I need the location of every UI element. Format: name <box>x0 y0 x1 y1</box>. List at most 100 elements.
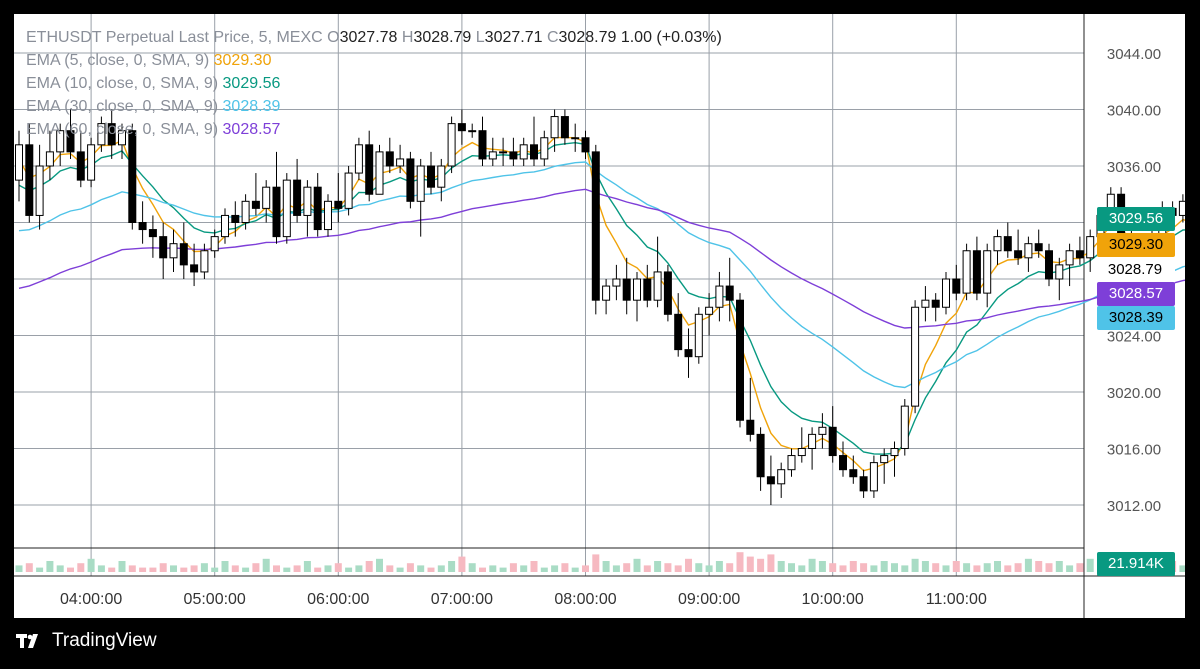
volume-bar <box>437 565 445 572</box>
high-key: H <box>401 29 414 46</box>
candle-up <box>612 278 621 287</box>
candle-up <box>694 313 703 358</box>
volume-bar <box>489 565 497 572</box>
volume-bar <box>808 558 816 572</box>
volume-bar <box>56 565 64 572</box>
brand-name: TradingView <box>52 630 157 651</box>
x-tick-label: 05:00:00 <box>184 591 246 608</box>
volume-bar <box>200 563 208 572</box>
candle-up <box>869 462 878 492</box>
candle-up <box>900 405 909 449</box>
volume-bar <box>911 558 919 572</box>
candle-up <box>993 236 1002 252</box>
volume-bar <box>262 558 270 572</box>
candle-up <box>633 278 641 301</box>
candle-up <box>282 179 291 238</box>
volume-bar <box>345 567 353 572</box>
ema-line-5 <box>18 136 1185 472</box>
candle-up <box>911 306 920 407</box>
ema-5-row[interactable]: EMA (5, close, 0, SMA, 9) 3029.30 <box>26 49 722 72</box>
volume-bar <box>509 563 517 572</box>
candle-up <box>1055 264 1064 280</box>
candle-up <box>787 455 796 471</box>
symbol-label[interactable]: ETHUSDT Perpetual Last Price, 5, MEXC <box>26 29 323 46</box>
candle-down <box>839 455 847 471</box>
candle-up <box>1086 236 1095 259</box>
candle-down <box>365 144 374 195</box>
candle-down <box>478 130 487 160</box>
chart-panel[interactable]: 04:00:00 05:00:00 06:00:00 07:00:00 08:00:00… <box>14 14 1185 618</box>
volume-bar <box>726 563 734 572</box>
ema-60-row[interactable]: EMA (60, close, 0, SMA, 9) 3028.57 <box>26 118 722 141</box>
price-chart[interactable]: 04:00:00 05:00:00 06:00:00 07:00:00 08:00:00… <box>14 14 1185 618</box>
volume-bar <box>520 565 528 572</box>
candle-down <box>674 313 683 351</box>
volume-bar <box>1086 558 1094 572</box>
candle-down <box>972 250 981 294</box>
volume-bar <box>1179 565 1185 572</box>
candle-up <box>35 165 44 216</box>
candle-down <box>76 151 85 181</box>
candle-up <box>324 200 332 231</box>
brand[interactable]: TradingView <box>16 630 157 652</box>
candle-up <box>118 130 126 146</box>
candle-up <box>715 285 724 308</box>
volume-bar <box>849 561 857 572</box>
candle-up <box>571 137 580 140</box>
x-tick-label: 06:00:00 <box>307 591 369 608</box>
volume-bar <box>963 563 971 572</box>
open-key: O <box>327 29 340 46</box>
close-key: C <box>546 29 559 46</box>
candle-up <box>262 186 271 209</box>
volume-bar <box>839 565 847 572</box>
candle-down <box>1045 250 1053 280</box>
candle-up <box>653 271 662 301</box>
volume-bar <box>303 561 311 572</box>
candle-down <box>828 426 837 457</box>
candle-up <box>1024 243 1033 259</box>
candle-up <box>468 130 477 133</box>
volume-bar <box>1045 563 1053 572</box>
volume-bar <box>551 565 559 572</box>
volume-bar <box>870 565 878 572</box>
candle-down <box>107 123 116 146</box>
candle-down <box>190 264 199 273</box>
ema-60-price-tag: 3028.57 <box>1097 282 1175 306</box>
volume-bar <box>643 565 651 572</box>
volume-bar <box>582 565 589 572</box>
low-key: L <box>475 29 485 46</box>
open-value: 3027.78 <box>339 29 398 46</box>
x-tick-label: 04:00:00 <box>60 591 122 608</box>
candle-down <box>725 285 734 301</box>
candle-up <box>416 165 425 202</box>
volume-bar <box>654 561 662 572</box>
candle-down <box>509 151 518 160</box>
candle-down <box>766 476 775 485</box>
candle-up <box>818 426 827 435</box>
volume-bar <box>973 565 981 572</box>
volume-bar <box>36 567 44 572</box>
candle-down <box>849 469 858 478</box>
volume-bar <box>1076 563 1084 572</box>
candle-up <box>705 306 714 315</box>
volume-bar <box>324 565 332 572</box>
close-value: 3028.79 <box>558 29 617 46</box>
volume-bar <box>767 554 775 572</box>
ema-10-row[interactable]: EMA (10, close, 0, SMA, 9) 3029.56 <box>26 72 722 95</box>
ema-line-30 <box>18 161 1185 389</box>
y-tick-label: 3016.00 <box>1107 442 1161 459</box>
volume-bar <box>746 556 754 572</box>
volume-bar <box>633 558 641 572</box>
volume-bar <box>365 561 373 572</box>
candle-down <box>1034 243 1043 252</box>
volume-bar <box>571 567 579 572</box>
x-tick-label: 07:00:00 <box>431 591 493 608</box>
ema-30-value: 3028.39 <box>222 98 281 115</box>
y-tick-label: 3012.00 <box>1107 498 1161 515</box>
volume-bar <box>891 563 898 572</box>
candle-up <box>210 236 219 252</box>
volume-bar <box>170 565 177 572</box>
ema-30-row[interactable]: EMA (30, close, 0, SMA, 9) 3028.39 <box>26 95 722 118</box>
volume-bar <box>211 567 219 572</box>
volume-bar <box>623 563 631 572</box>
